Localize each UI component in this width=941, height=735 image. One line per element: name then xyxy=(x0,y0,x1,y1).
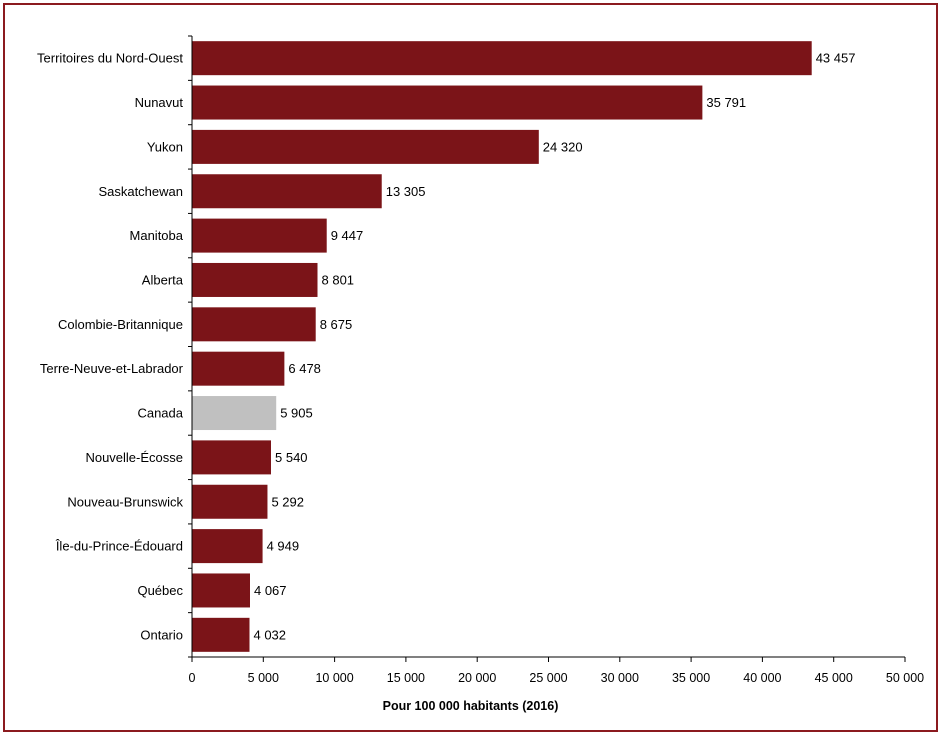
x-tick-label: 10 000 xyxy=(315,671,353,685)
bar-yukon xyxy=(192,129,539,164)
bar-ontario xyxy=(192,617,250,652)
value-label-yukon: 24 320 xyxy=(543,139,583,154)
bar-nunavut xyxy=(192,85,703,120)
bar-ile-du-prince-edouard xyxy=(192,529,263,564)
x-tick-label: 35 000 xyxy=(672,671,710,685)
value-label-ile-du-prince-edouard: 4 949 xyxy=(267,539,300,554)
x-tick-label: 5 000 xyxy=(248,671,279,685)
category-label-colombie-britannique: Colombie-Britannique xyxy=(58,317,183,332)
value-label-nouveau-brunswick: 5 292 xyxy=(271,494,304,509)
x-tick-label: 20 000 xyxy=(458,671,496,685)
value-label-nunavut: 35 791 xyxy=(706,95,746,110)
value-label-canada: 5 905 xyxy=(280,406,313,421)
x-tick-label: 50 000 xyxy=(886,671,924,685)
bar-saskatchewan xyxy=(192,174,382,209)
value-label-colombie-britannique: 8 675 xyxy=(320,317,353,332)
value-label-saskatchewan: 13 305 xyxy=(386,184,426,199)
x-axis-title: Pour 100 000 habitants (2016) xyxy=(383,699,559,713)
category-label-quebec: Québec xyxy=(137,583,183,598)
bar-nouveau-brunswick xyxy=(192,484,268,519)
value-label-ontario: 4 032 xyxy=(253,627,286,642)
value-labels-group: 43 457 35 791 24 320 13 305 9 447 8 801 8 675 6… xyxy=(253,51,855,643)
x-tick-label: 30 000 xyxy=(601,671,639,685)
chart-frame xyxy=(3,3,938,732)
category-label-ile-du-prince-edouard: Île-du-Prince-Édouard xyxy=(55,539,183,554)
bar-terre-neuve-et-labrador xyxy=(192,351,285,386)
bars-group xyxy=(192,41,812,652)
category-label-manitoba: Manitoba xyxy=(130,228,184,243)
category-label-saskatchewan: Saskatchewan xyxy=(98,184,183,199)
category-labels-group: Territoires du Nord-Ouest Nunavut Yukon Sas… xyxy=(37,51,184,643)
value-label-quebec: 4 067 xyxy=(254,583,287,598)
x-ticks-group: 0 5 000 10 000 15 000 20 000 25 000 30 000 35 0… xyxy=(189,657,924,685)
bar-colombie-britannique xyxy=(192,307,316,342)
x-tick-label: 45 000 xyxy=(815,671,853,685)
category-label-nouveau-brunswick: Nouveau-Brunswick xyxy=(67,494,183,509)
bar-nouvelle-ecosse xyxy=(192,440,272,475)
axes-group xyxy=(188,35,905,658)
value-label-territoires-du-nord-ouest: 43 457 xyxy=(816,51,856,66)
category-label-nouvelle-ecosse: Nouvelle-Écosse xyxy=(85,450,183,465)
category-label-yukon: Yukon xyxy=(147,139,183,154)
bar-manitoba xyxy=(192,218,327,253)
bar-quebec xyxy=(192,573,250,608)
category-label-alberta: Alberta xyxy=(142,272,184,287)
value-label-manitoba: 9 447 xyxy=(331,228,364,243)
bar-canada xyxy=(192,396,277,431)
bar-alberta xyxy=(192,262,318,297)
category-label-ontario: Ontario xyxy=(140,627,183,642)
category-label-territoires-du-nord-ouest: Territoires du Nord-Ouest xyxy=(37,51,183,66)
value-label-terre-neuve-et-labrador: 6 478 xyxy=(288,361,321,376)
value-label-nouvelle-ecosse: 5 540 xyxy=(275,450,308,465)
value-label-alberta: 8 801 xyxy=(322,272,355,287)
category-label-canada: Canada xyxy=(137,406,183,421)
category-label-terre-neuve-et-labrador: Terre-Neuve-et-Labrador xyxy=(40,361,184,376)
x-tick-label: 40 000 xyxy=(743,671,781,685)
x-tick-label: 15 000 xyxy=(387,671,425,685)
bar-territoires-du-nord-ouest xyxy=(192,41,812,76)
x-tick-label: 25 000 xyxy=(529,671,567,685)
category-label-nunavut: Nunavut xyxy=(135,95,184,110)
x-tick-label: 0 xyxy=(189,671,196,685)
